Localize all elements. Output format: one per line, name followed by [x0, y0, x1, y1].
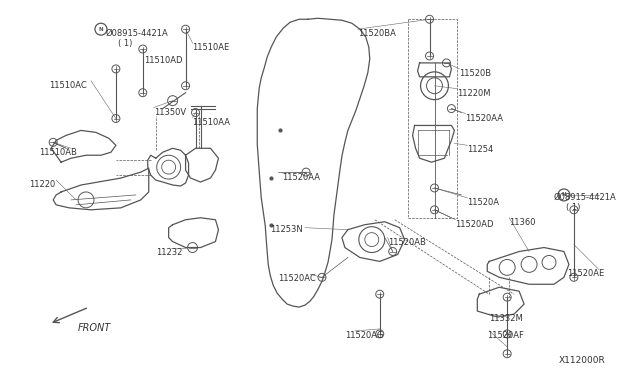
Text: 11360: 11360 — [509, 218, 536, 227]
Text: 11520AF: 11520AF — [487, 331, 524, 340]
Text: 11510AE: 11510AE — [193, 43, 230, 52]
Text: 11350V: 11350V — [154, 108, 186, 116]
Text: 11220: 11220 — [29, 180, 56, 189]
Text: 11510AC: 11510AC — [49, 81, 87, 90]
Text: FRONT: FRONT — [78, 323, 111, 333]
Text: 11232: 11232 — [156, 247, 182, 257]
Text: Ø08915-4421A: Ø08915-4421A — [106, 29, 169, 38]
Text: N: N — [99, 27, 103, 32]
Text: 11520AE: 11520AE — [567, 269, 604, 278]
Text: ( 1): ( 1) — [566, 203, 580, 212]
Text: 11510AA: 11510AA — [193, 118, 230, 126]
Text: 11510AB: 11510AB — [39, 148, 77, 157]
Text: 11520AC: 11520AC — [278, 274, 316, 283]
Text: 11520AD: 11520AD — [456, 220, 494, 229]
Text: X112000R: X112000R — [559, 356, 605, 365]
Text: 11520AG: 11520AG — [345, 331, 383, 340]
Text: ( 1): ( 1) — [118, 39, 132, 48]
Text: 11254: 11254 — [467, 145, 493, 154]
Text: 11510AD: 11510AD — [144, 56, 182, 65]
Text: N: N — [562, 192, 566, 198]
Text: 11520A: 11520A — [467, 198, 499, 207]
Text: 11220M: 11220M — [458, 89, 491, 98]
Text: 11332M: 11332M — [489, 314, 523, 323]
Text: Ø08915-4421A: Ø08915-4421A — [554, 193, 617, 202]
Text: 11520AA: 11520AA — [282, 173, 320, 182]
Text: 11253N: 11253N — [270, 225, 303, 234]
Text: 11520AB: 11520AB — [388, 238, 426, 247]
Text: 11520BA: 11520BA — [358, 29, 396, 38]
Text: 11520B: 11520B — [460, 69, 492, 78]
Text: 11520AA: 11520AA — [465, 113, 504, 122]
